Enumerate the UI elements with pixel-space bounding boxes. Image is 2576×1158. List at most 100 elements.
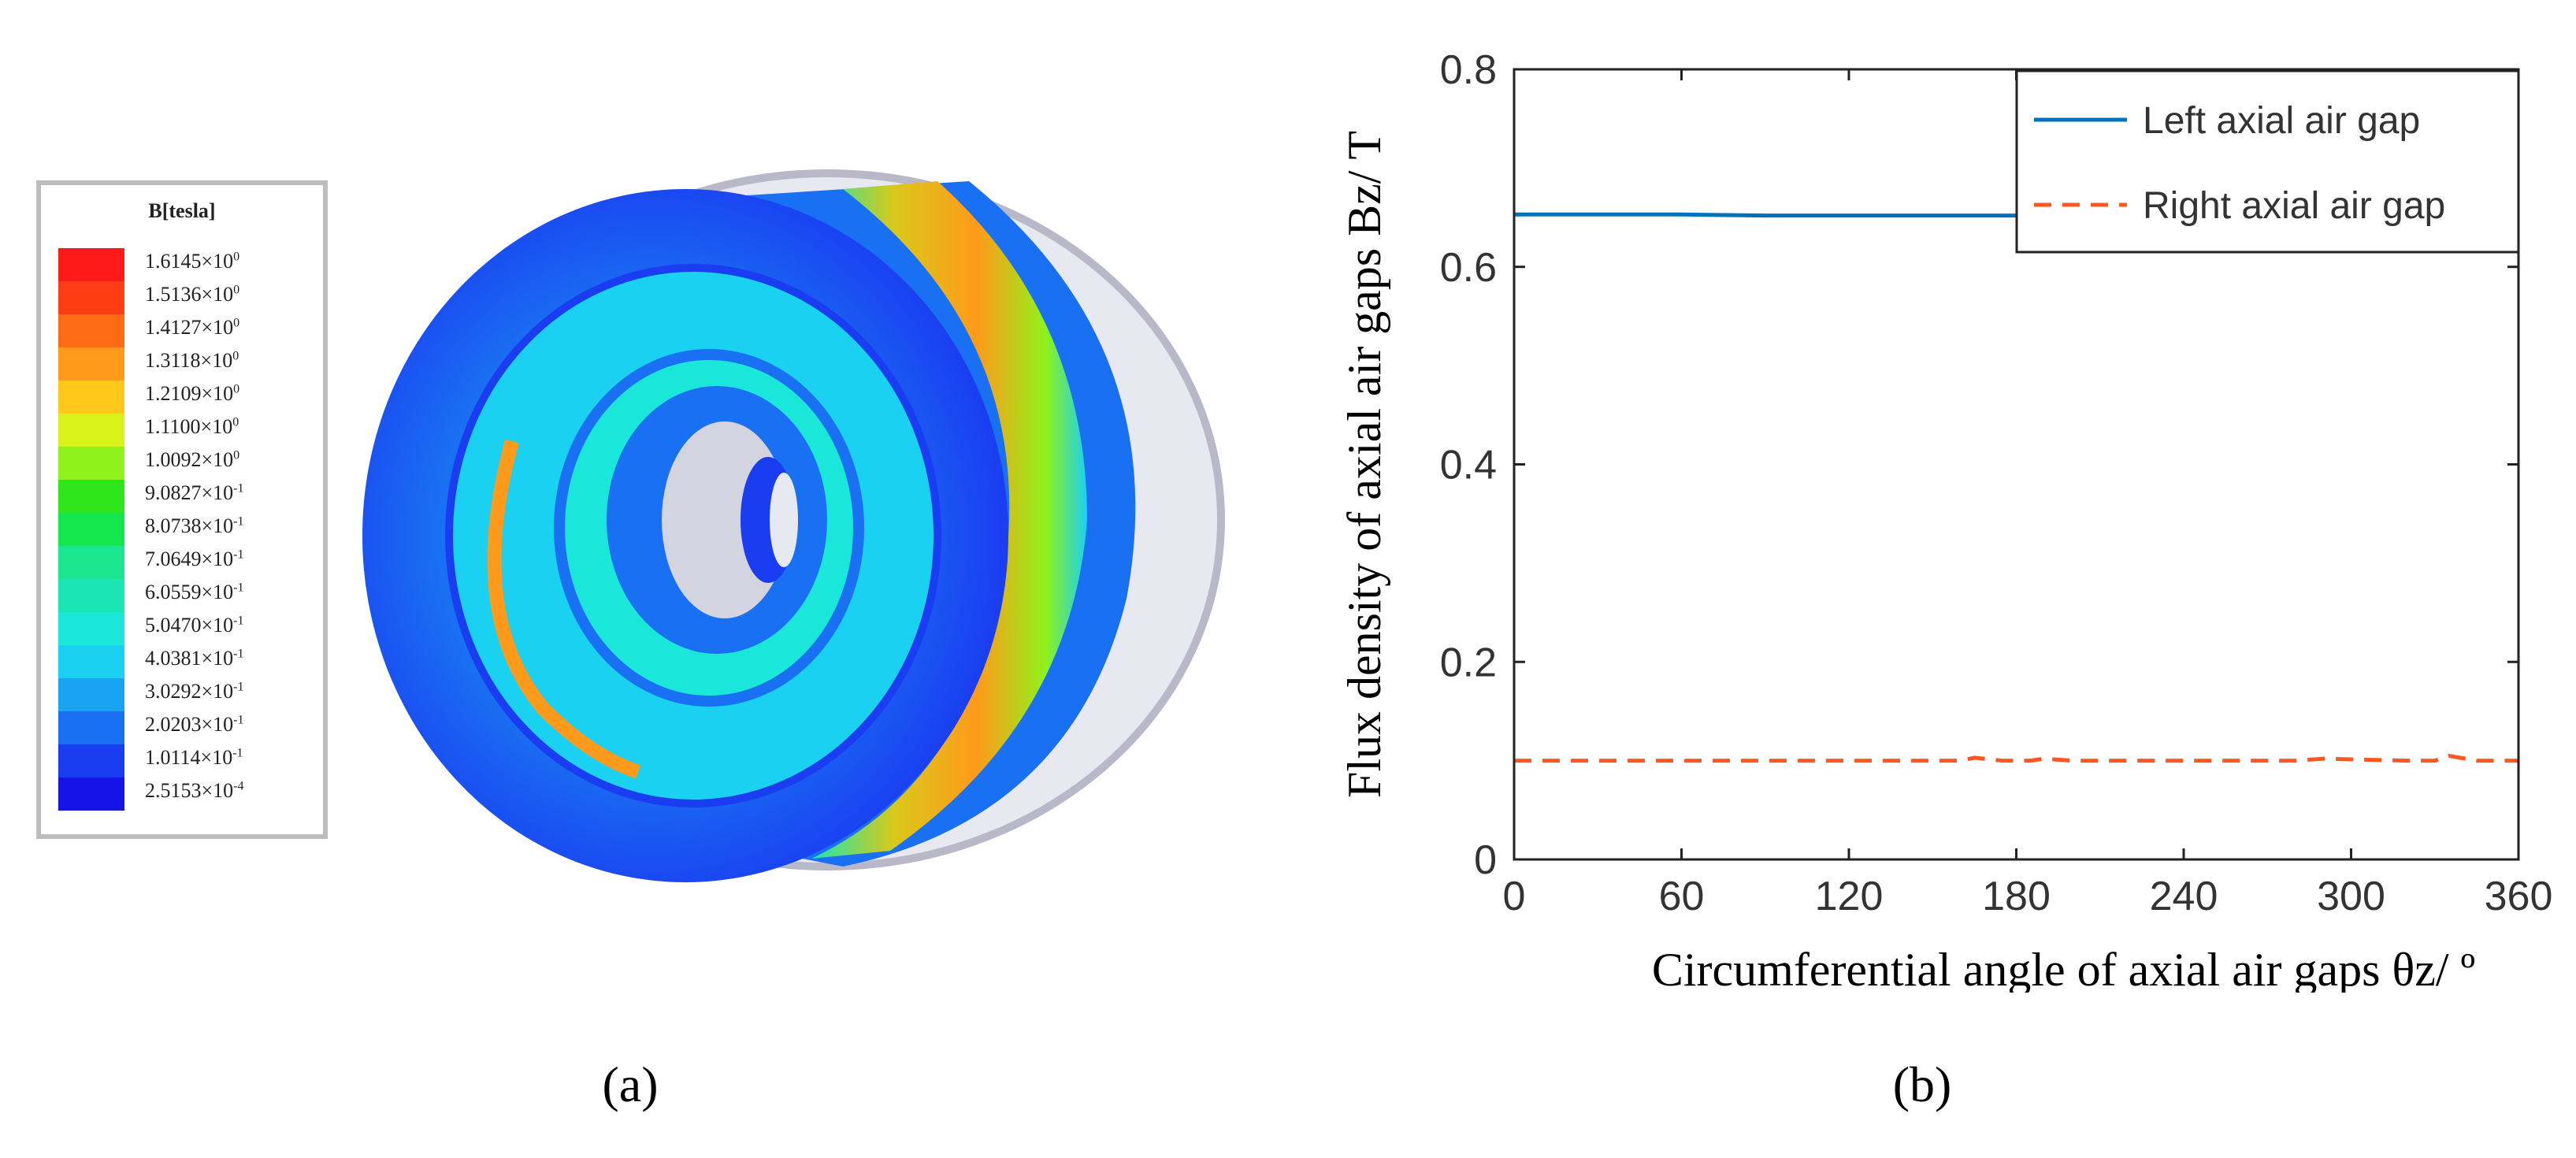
y-axis-label: Flux density of axial air gaps Bz/ T [1338, 131, 1390, 798]
legend-row: 2.5153×10-4 [58, 778, 318, 811]
legend-value-exponent: 0 [233, 316, 240, 330]
legend-value: 3.0292×10-1 [145, 678, 244, 705]
flux-density-chart: 0 60 120 180 240 300 360 0 0.2 0.4 0.6 0.8 Circumfe… [1338, 47, 2552, 993]
legend-value-exponent: -1 [232, 746, 243, 760]
legend-value: 1.0092×100 [145, 447, 239, 473]
legend-row: 1.0092×100 [58, 447, 318, 480]
legend-row: 4.0381×10-1 [58, 645, 318, 678]
legend-swatch [58, 546, 124, 579]
legend-row: 1.4127×100 [58, 314, 318, 347]
x-tick-label: 360 [2485, 874, 2552, 919]
legend-swatch [58, 778, 124, 811]
legend-swatch [58, 612, 124, 645]
legend-value-exponent: 0 [232, 415, 239, 429]
legend-value-mantissa: 1.3118×10 [145, 349, 233, 372]
middle-ring-hot-edge [487, 439, 640, 779]
legend-swatch [58, 347, 124, 380]
legend-value: 1.3118×100 [145, 347, 239, 374]
legend-swatch [58, 744, 124, 778]
legend-value-mantissa: 9.0827×10 [145, 481, 234, 504]
legend-value-exponent: -1 [233, 581, 244, 595]
legend-swatch [58, 513, 124, 546]
legend-value: 5.0470×10-1 [145, 612, 244, 639]
legend-row: 6.0559×10-1 [58, 579, 318, 612]
legend-value-mantissa: 5.0470×10 [145, 614, 234, 637]
legend-value-exponent: -1 [233, 514, 244, 529]
legend-value: 2.5153×10-4 [145, 778, 244, 804]
legend-row: 8.0738×10-1 [58, 513, 318, 546]
legend-row: 1.3118×100 [58, 347, 318, 380]
legend-value-mantissa: 1.0114×10 [145, 746, 233, 769]
hot-band [811, 181, 1087, 859]
y-tick-label: 0.2 [1440, 640, 1497, 685]
legend-value-exponent: -1 [233, 713, 244, 727]
legend-value-mantissa: 1.5136×10 [145, 283, 234, 306]
legend-value: 9.0827×10-1 [145, 480, 244, 507]
legend-swatch [58, 248, 124, 281]
legend-swatch [58, 314, 124, 347]
legend-value: 6.0559×10-1 [145, 579, 244, 606]
legend-swatch [58, 645, 124, 678]
legend-value-mantissa: 1.1100×10 [145, 415, 233, 438]
legend-value-exponent: -4 [233, 779, 244, 793]
legend-row: 5.0470×10-1 [58, 612, 318, 645]
legend-row: 2.0203×10-1 [58, 711, 318, 744]
y-tick-label: 0.6 [1440, 245, 1497, 291]
legend-value: 8.0738×10-1 [145, 513, 244, 540]
legend-value-mantissa: 6.0559×10 [145, 581, 234, 603]
legend-row: 1.6145×100 [58, 248, 318, 281]
legend-value: 1.2109×100 [145, 380, 239, 407]
x-tick-label: 300 [2317, 874, 2385, 919]
legend-row: 1.2109×100 [58, 380, 318, 414]
legend-value-mantissa: 1.0092×10 [145, 448, 234, 471]
legend-value: 1.5136×100 [145, 281, 239, 308]
legend-swatch [58, 414, 124, 447]
legend-title: B[tesla] [148, 199, 216, 222]
legend-swatch [58, 711, 124, 744]
legend-entry-label: Left axial air gap [2143, 100, 2420, 142]
x-tick-label: 0 [1503, 874, 1526, 919]
legend-value: 2.0203×10-1 [145, 711, 244, 738]
legend-value-mantissa: 1.4127×10 [145, 316, 234, 339]
legend-value-exponent: 0 [233, 250, 240, 264]
legend-box [2015, 69, 2520, 254]
legend-swatch [58, 480, 124, 513]
colorbar-legend: B[tesla] 1.6145×100 1.5136×100 1.4127×100 1… [36, 180, 328, 839]
legend-value-exponent: -1 [233, 680, 244, 694]
bore-gap [770, 473, 798, 567]
legend-value: 1.6145×100 [145, 248, 239, 275]
x-axis-label: Circumferential angle of axial air gaps … [1652, 944, 2475, 993]
legend-swatch [58, 447, 124, 480]
y-tick-label: 0.4 [1440, 443, 1497, 488]
legend-value: 1.4127×100 [145, 314, 239, 341]
legend-value-mantissa: 3.0292×10 [145, 680, 234, 703]
legend-swatch [58, 678, 124, 711]
legend-value: 7.0649×10-1 [145, 546, 244, 573]
legend-value-exponent: -1 [233, 614, 244, 628]
legend-value-mantissa: 7.0649×10 [145, 547, 234, 570]
x-tick-label: 240 [2150, 874, 2218, 919]
caption-a: (a) [602, 1056, 659, 1112]
legend-value: 4.0381×10-1 [145, 645, 244, 672]
x-tick-label: 120 [1815, 874, 1884, 919]
legend-value-exponent: 0 [233, 382, 240, 396]
legend-value-mantissa: 8.0738×10 [145, 514, 234, 537]
legend-value-exponent: 0 [233, 448, 240, 462]
legend-row: 9.0827×10-1 [58, 480, 318, 513]
legend-value-mantissa: 2.5153×10 [145, 779, 234, 802]
flux-density-3d-model [362, 169, 1225, 882]
legend-value-mantissa: 2.0203×10 [145, 713, 234, 736]
caption-b: (b) [1892, 1056, 1952, 1112]
legend-value-mantissa: 1.2109×10 [145, 382, 234, 405]
legend-row: 1.0114×10-1 [58, 744, 318, 778]
legend-row: 1.1100×100 [58, 414, 318, 447]
legend-swatch [58, 579, 124, 612]
legend-row: 3.0292×10-1 [58, 678, 318, 711]
x-tick-label: 60 [1659, 874, 1705, 919]
series-line-right-axial-air-gap [1514, 753, 2518, 763]
legend-row: 1.5136×100 [58, 281, 318, 314]
x-tick-label: 180 [1982, 874, 2051, 919]
legend-row: 7.0649×10-1 [58, 546, 318, 579]
legend-value-exponent: -1 [233, 481, 244, 495]
legend-value-exponent: -1 [233, 647, 244, 661]
